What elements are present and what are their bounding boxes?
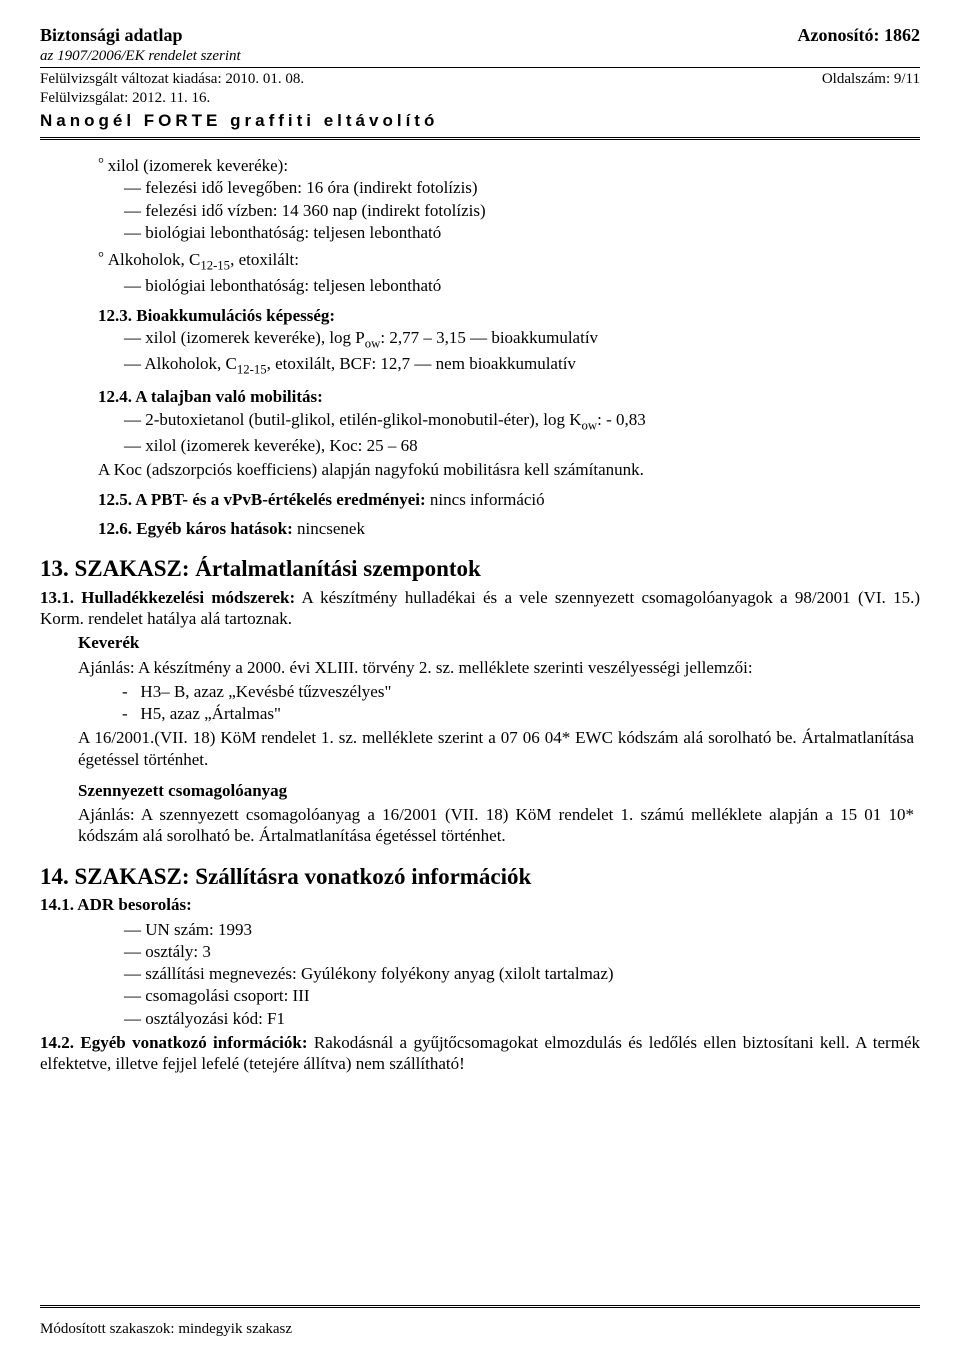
s14-1-b: osztály: 3 — [124, 941, 920, 962]
revision-date: Felülvizsgálat: 2012. 11. 16. — [40, 89, 920, 108]
header-rule — [40, 67, 920, 68]
xilol-block: xilol (izomerek keveréke): felezési idő … — [98, 155, 914, 243]
keverek-heading: Keverék — [78, 633, 139, 652]
xilol-title: xilol (izomerek keveréke): — [98, 156, 288, 175]
section-14-heading: 14. SZAKASZ: Szállításra vonatkozó infor… — [40, 863, 920, 892]
section-12-5: 12.5. A PBT- és a vPvB-értékelés eredmén… — [98, 489, 914, 510]
section-14-2: 14.2. Egyéb vonatkozó információk: Rakod… — [40, 1032, 920, 1075]
product-name: Nanogél FORTE graffiti eltávolító — [40, 110, 920, 131]
alkohol-block: Alkoholok, C12-15, etoxilált: biológiai … — [98, 249, 914, 297]
page-number: Oldalszám: 9/11 — [822, 70, 920, 89]
s12-4-line-1: 2-butoxietanol (butil-glikol, etilén-gli… — [124, 409, 914, 434]
xilol-line-1: felezési idő levegőben: 16 óra (indirekt… — [124, 177, 914, 198]
s12-3-line-1: xilol (izomerek keveréke), log Pow: 2,77… — [124, 327, 914, 352]
s12-4-line-2: xilol (izomerek keveréke), Koc: 25 – 68 — [124, 435, 914, 456]
szennyezett-p: Ajánlás: A szennyezett csomagolóanyag a … — [78, 804, 914, 847]
revision-edition: Felülvizsgált változat kiadása: 2010. 01… — [40, 70, 304, 89]
s12-3-line-2: Alkoholok, C12-15, etoxilált, BCF: 12,7 … — [124, 353, 914, 378]
document-header: Biztonsági adatlap Azonosító: 1862 az 19… — [40, 24, 920, 141]
xilol-line-3: biológiai lebonthatóság: teljesen lebont… — [124, 222, 914, 243]
footer-rule — [40, 1305, 920, 1309]
keverek-bullet-1: H3– B, azaz „Kevésbé tűzveszélyes" — [122, 681, 914, 702]
footer-text: Módosított szakaszok: mindegyik szakasz — [40, 1320, 292, 1339]
section-14: 14. SZAKASZ: Szállításra vonatkozó infor… — [40, 863, 920, 1075]
body-content: xilol (izomerek keveréke): felezési idő … — [98, 155, 914, 539]
keverek-p1: Ajánlás: A készítmény a 2000. évi XLIII.… — [78, 657, 914, 678]
s14-1-c: szállítási megnevezés: Gyúlékony folyéko… — [124, 963, 920, 984]
s12-4-note: A Koc (adszorpciós koefficiens) alapján … — [98, 459, 914, 480]
s14-1-d: csomagolási csoport: III — [124, 985, 920, 1006]
section-13: 13. SZAKASZ: Ártalmatlanítási szempontok… — [40, 555, 920, 847]
s14-1-e: osztályozási kód: F1 — [124, 1008, 920, 1029]
s14-1-a: UN szám: 1993 — [124, 919, 920, 940]
doc-id: Azonosító: 1862 — [798, 24, 921, 47]
alkohol-title: Alkoholok, C12-15, etoxilált: — [98, 250, 299, 269]
section-13-1: 13.1. Hulladékkezelési módszerek: A kész… — [40, 587, 920, 630]
keverek-block: Keverék Ajánlás: A készítmény a 2000. év… — [78, 632, 914, 770]
szennyezett-heading: Szennyezett csomagolóanyag — [78, 781, 287, 800]
szennyezett-block: Szennyezett csomagolóanyag Ajánlás: A sz… — [78, 780, 914, 847]
alkohol-line-1: biológiai lebonthatóság: teljesen lebont… — [124, 275, 914, 296]
section-13-heading: 13. SZAKASZ: Ártalmatlanítási szempontok — [40, 555, 920, 584]
xilol-line-2: felezési idő vízben: 14 360 nap (indirek… — [124, 200, 914, 221]
section-14-1-title: 14.1. ADR besorolás: — [40, 894, 920, 915]
doc-title: Biztonsági adatlap — [40, 24, 183, 47]
keverek-p2: A 16/2001.(VII. 18) KöM rendelet 1. sz. … — [78, 727, 914, 770]
section-12-4: 12.4. A talajban való mobilitás: 2-butox… — [98, 386, 914, 480]
section-12-6: 12.6. Egyéb káros hatások: nincsenek — [98, 518, 914, 539]
keverek-bullet-2: H5, azaz „Ártalmas" — [122, 703, 914, 724]
section-12-3: 12.3. Bioakkumulációs képesség: xilol (i… — [98, 305, 914, 379]
doc-regulation: az 1907/2006/EK rendelet szerint — [40, 47, 920, 66]
header-double-rule — [40, 137, 920, 141]
